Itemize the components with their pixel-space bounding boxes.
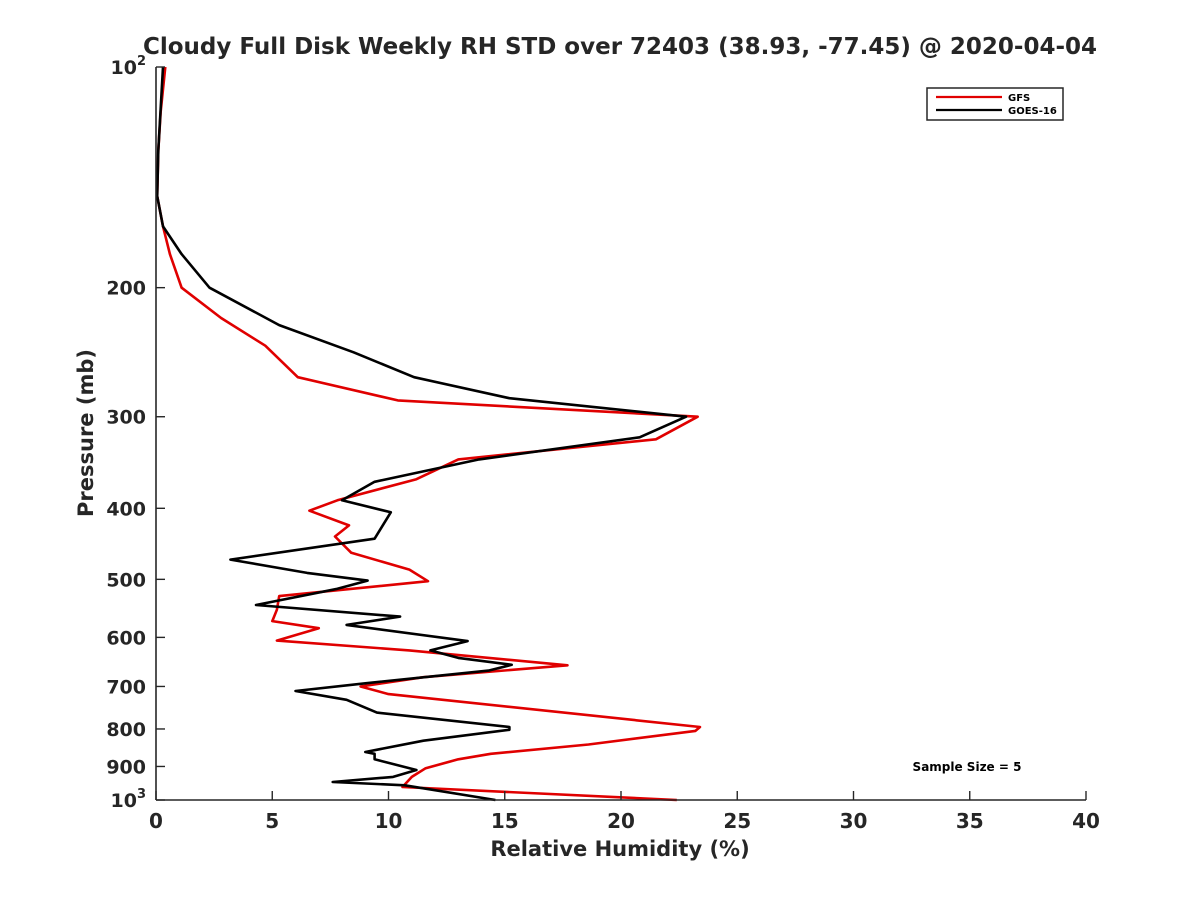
chart-title: Cloudy Full Disk Weekly RH STD over 7240…: [143, 34, 1097, 60]
y-axis-label: Pressure (mb): [74, 349, 98, 517]
x-tick-label: 15: [491, 809, 519, 833]
sample-size-annotation: Sample Size = 5: [913, 760, 1022, 774]
plot-lines: [155, 66, 702, 802]
x-tick-label: 35: [956, 809, 984, 833]
legend: GFS GOES-16: [926, 87, 1064, 121]
y-tick-label: 600: [106, 627, 146, 649]
y-tick-label: 500: [106, 569, 146, 591]
legend-box: [926, 87, 1064, 121]
y-tick-label: 102: [111, 54, 147, 79]
y-ticks: 102 200 300 400 500 600 700 800 900 103: [106, 54, 165, 812]
x-tick-label: 25: [723, 809, 751, 833]
y-tick-label: 300: [106, 407, 146, 429]
x-tick-label: 40: [1072, 809, 1100, 833]
legend-label-gfs: GFS: [1008, 93, 1030, 104]
series-line-goes16: [155, 66, 688, 802]
x-ticks: 0 5 10 15 20 25 30 35 40: [149, 791, 1100, 833]
x-tick-label: 30: [840, 809, 868, 833]
x-axis-label: Relative Humidity (%): [490, 837, 749, 861]
y-tick-label: 800: [106, 719, 146, 741]
y-tick-label: 400: [106, 498, 146, 520]
y-tick-label: 700: [106, 676, 146, 698]
x-tick-label: 5: [265, 809, 279, 833]
y-tick-label: 200: [106, 278, 146, 300]
x-tick-label: 0: [149, 809, 163, 833]
x-tick-label: 20: [607, 809, 635, 833]
y-tick-label: 900: [106, 756, 146, 778]
x-tick-label: 10: [375, 809, 403, 833]
y-tick-label: 103: [111, 787, 147, 812]
series-line-gfs: [155, 66, 702, 802]
legend-label-goes16: GOES-16: [1008, 106, 1057, 117]
